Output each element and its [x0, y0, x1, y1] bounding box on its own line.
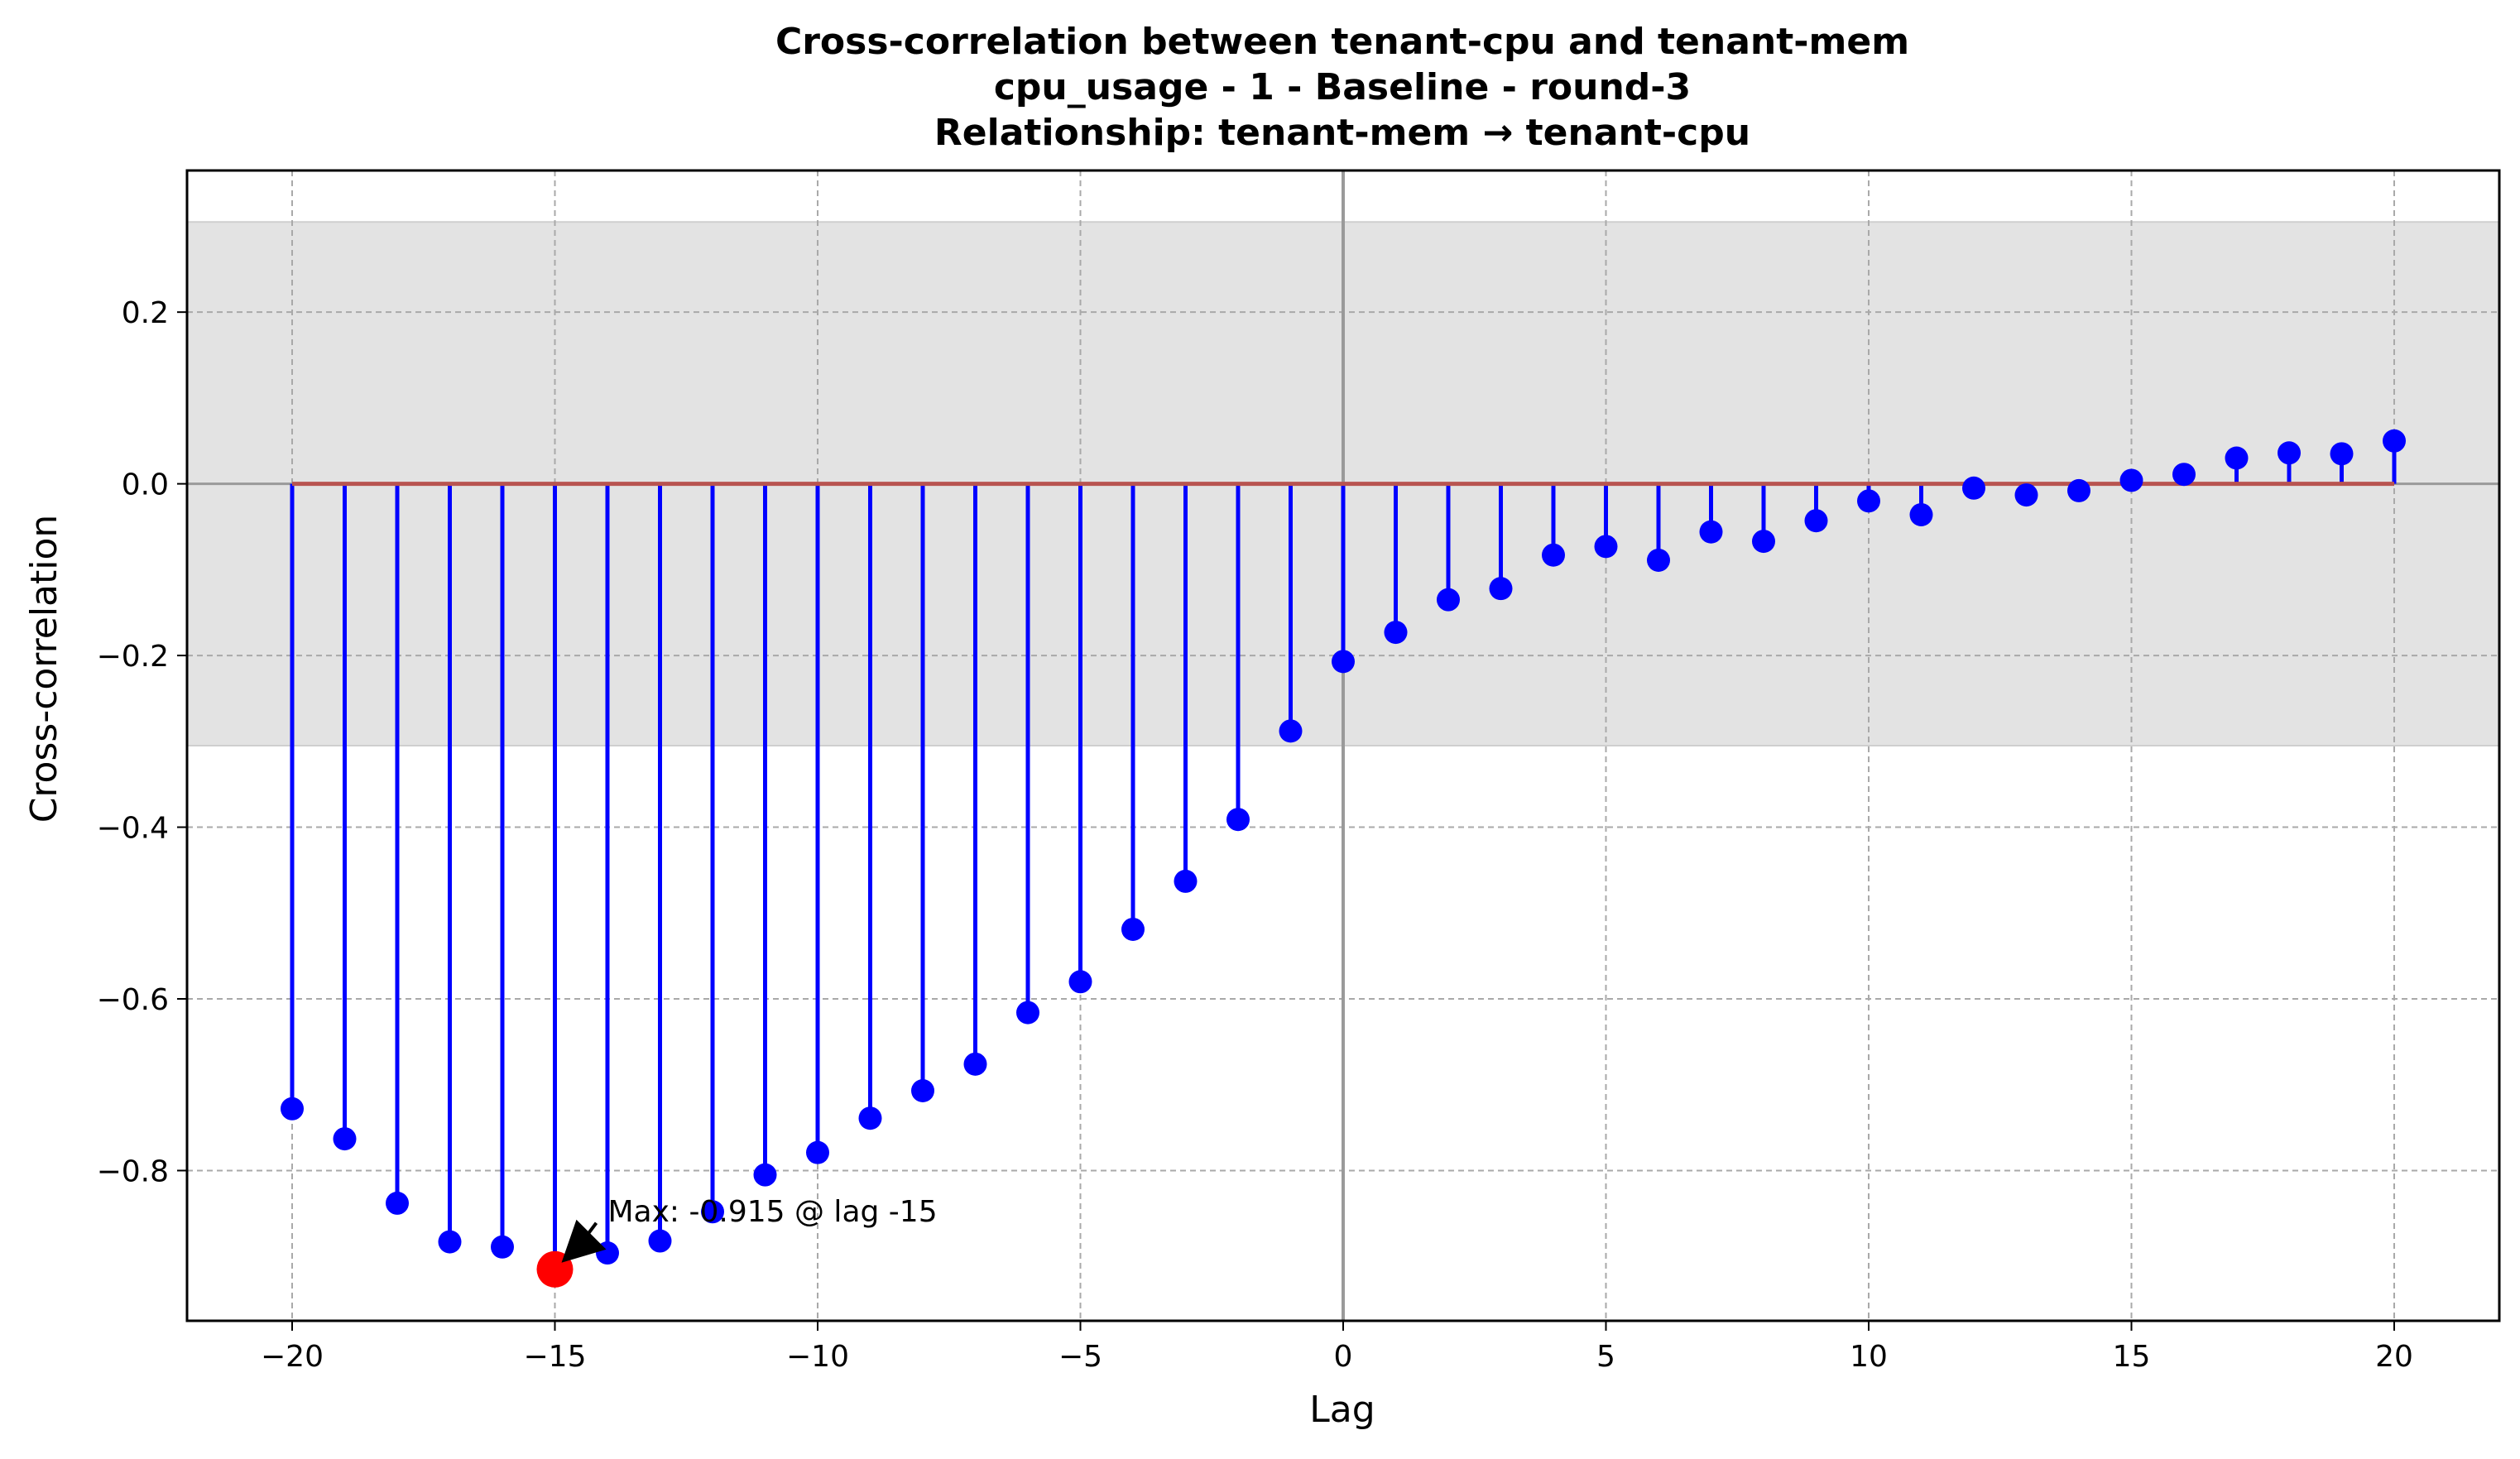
y-tick-label: −0.2	[97, 640, 169, 674]
stem-marker	[1804, 509, 1828, 533]
stem-marker	[1384, 621, 1408, 645]
stem-marker	[2172, 463, 2196, 487]
stem-marker	[858, 1106, 882, 1130]
title-line-3: Relationship: tenant-mem → tenant-cpu	[934, 112, 1750, 154]
stem-marker	[753, 1163, 777, 1187]
y-tick-label: 0.2	[122, 296, 169, 330]
y-tick-label: 0.0	[122, 468, 169, 502]
stem-marker	[2383, 429, 2406, 453]
stem-marker	[1699, 520, 1723, 544]
x-tick-label: −15	[524, 1340, 587, 1374]
stem-marker	[1489, 577, 1513, 601]
stem-marker	[806, 1140, 829, 1164]
stem-marker	[438, 1230, 462, 1254]
chart-title: Cross-correlation between tenant-cpu and…	[775, 21, 1909, 154]
stem-marker	[2119, 468, 2143, 492]
stem-marker	[701, 1200, 724, 1224]
stem-marker	[2225, 446, 2249, 470]
stem-marker	[1962, 476, 1985, 500]
x-tick-label: 20	[2375, 1340, 2413, 1374]
stem-marker	[1068, 970, 1092, 994]
stem-marker	[2067, 478, 2090, 502]
x-tick-label: 10	[1850, 1340, 1888, 1374]
title-line-2: cpu_usage - 1 - Baseline - round-3	[994, 66, 1691, 108]
max-annotation-text: Max: -0.915 @ lag -15	[608, 1195, 938, 1229]
stem-marker	[333, 1127, 357, 1151]
stem-marker	[1437, 588, 1460, 612]
stem-marker	[1909, 502, 1933, 526]
y-tick-label: −0.8	[97, 1154, 169, 1188]
y-axis-label: Cross-correlation	[23, 515, 65, 823]
stem-markers	[281, 429, 2406, 1281]
x-axis-label: Lag	[1309, 1389, 1375, 1431]
x-tick-label: −20	[261, 1340, 324, 1374]
stem-marker	[1752, 530, 1775, 554]
title-line-1: Cross-correlation between tenant-cpu and…	[775, 21, 1909, 63]
plot-area: Max: -0.915 @ lag -15 −20 −15 −10 −5 0 5 10 15 20…	[97, 169, 2501, 1374]
axis-ticks: −20 −15 −10 −5 0 5 10 15 20 0.2 0.0 −0.2 −0.4 −0.6 −0.…	[97, 296, 2413, 1374]
x-tick-label: −10	[786, 1340, 849, 1374]
x-tick-label: 5	[1596, 1340, 1615, 1374]
stem-marker	[1016, 1001, 1039, 1025]
stem-marker	[281, 1097, 304, 1121]
x-tick-label: −5	[1058, 1340, 1102, 1374]
x-tick-label: 15	[2113, 1340, 2151, 1374]
stem-marker	[1121, 917, 1145, 941]
y-tick-label: −0.6	[97, 983, 169, 1017]
stem-marker	[2278, 441, 2301, 465]
stem-marker	[1226, 808, 1250, 832]
stem-marker	[1857, 489, 1880, 513]
stem-marker	[2014, 483, 2038, 507]
x-tick-label: 0	[1334, 1340, 1353, 1374]
stem-marker	[1594, 535, 1618, 559]
stem-marker	[1542, 543, 1565, 567]
stem-marker	[386, 1191, 409, 1215]
y-tick-label: −0.4	[97, 812, 169, 846]
stem-marker	[1332, 650, 1355, 674]
stem-marker	[911, 1079, 934, 1102]
stem-marker	[491, 1235, 514, 1259]
stem-marker	[648, 1229, 672, 1253]
stem-marker	[1279, 719, 1303, 743]
annotation-arrow-head	[561, 1219, 607, 1263]
stem-marker	[2330, 442, 2354, 466]
stem-marker	[1647, 548, 1670, 572]
stem-marker	[1174, 869, 1198, 893]
stem-marker	[963, 1052, 987, 1076]
